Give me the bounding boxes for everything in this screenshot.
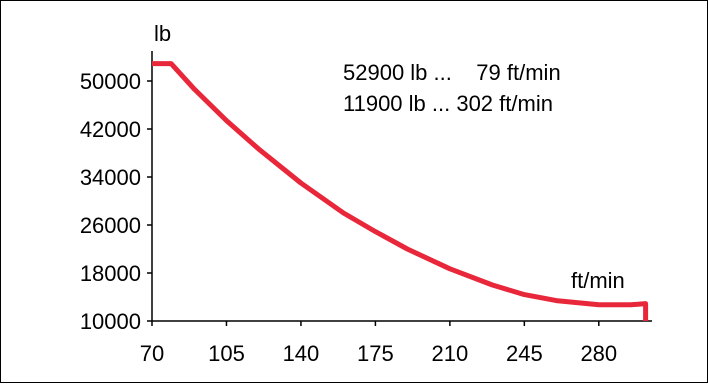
y-tick-label: 10000 xyxy=(80,309,141,334)
x-tick-label: 140 xyxy=(283,341,320,366)
x-tick-label: 280 xyxy=(580,341,617,366)
x-tick-label: 245 xyxy=(506,341,543,366)
y-tick-label: 50000 xyxy=(80,69,141,94)
y-tick-label: 26000 xyxy=(80,213,141,238)
y-unit-label: lb xyxy=(154,21,171,46)
x-unit-label: ft/min xyxy=(571,268,625,293)
x-tick-label: 70 xyxy=(140,341,164,366)
annotation-max-speed: 11900 lb ... 302 ft/min xyxy=(343,91,553,116)
x-tick-label: 175 xyxy=(357,341,394,366)
annotation-max-load: 52900 lb ... 79 ft/min xyxy=(343,60,561,85)
series-line xyxy=(152,61,649,321)
x-tick-label: 105 xyxy=(208,341,245,366)
y-tick-label: 18000 xyxy=(80,261,141,286)
y-tick-label: 42000 xyxy=(80,117,141,142)
y-tick-label: 34000 xyxy=(80,165,141,190)
y-axis-ticks: 10000 18000 26000 34000 42000 50000 xyxy=(80,69,152,334)
x-axis-ticks: 70 105 140 175 210 245 280 xyxy=(140,321,617,366)
x-tick-label: 210 xyxy=(432,341,469,366)
